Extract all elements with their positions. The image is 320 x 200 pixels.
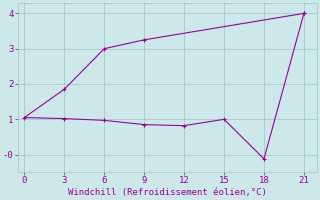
X-axis label: Windchill (Refroidissement éolien,°C): Windchill (Refroidissement éolien,°C) xyxy=(68,188,267,197)
